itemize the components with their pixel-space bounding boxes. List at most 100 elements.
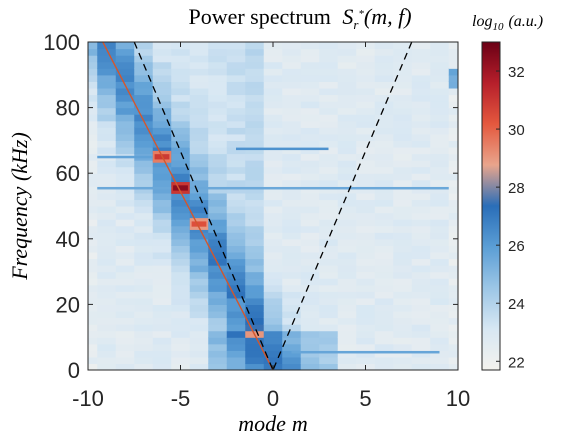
- heatmap-cell: [115, 206, 135, 214]
- heatmap-cell: [411, 107, 431, 115]
- heatmap-cell: [171, 225, 191, 233]
- heatmap-cell: [430, 251, 450, 260]
- heatmap-cell: [393, 278, 413, 286]
- heatmap-cell: [97, 330, 117, 338]
- heatmap-cell: [208, 42, 228, 50]
- heatmap-cell: [411, 245, 431, 253]
- heatmap-cell: [263, 81, 283, 89]
- heatmap-cell: [88, 55, 98, 63]
- heatmap-cell: [226, 55, 246, 63]
- heatmap-cell: [263, 55, 283, 63]
- heatmap-cell: [430, 94, 450, 102]
- heatmap-cell: [374, 192, 394, 201]
- heatmap-cell: [171, 74, 191, 82]
- heatmap-cell: [171, 107, 191, 115]
- heatmap-cell: [337, 310, 357, 319]
- heatmap-cell: [226, 199, 246, 207]
- heatmap-cell: [393, 337, 413, 345]
- heatmap-cell: [226, 160, 246, 168]
- heatmap-cell: [356, 297, 376, 305]
- heatmap-cell: [115, 330, 135, 338]
- heatmap-cell: [411, 127, 431, 135]
- heatmap-cell: [282, 87, 302, 96]
- heatmap-cell: [208, 140, 228, 148]
- heatmap-cell: [356, 120, 376, 128]
- heatmap-cell: [189, 120, 209, 128]
- heatmap-cell: [97, 206, 117, 214]
- heatmap-cell: [134, 251, 154, 260]
- heatmap-cell: [226, 337, 246, 345]
- heatmap-cell: [263, 317, 283, 325]
- heatmap-cell: [374, 350, 394, 358]
- heatmap-cell: [189, 173, 209, 181]
- heatmap-cell: [356, 74, 376, 82]
- heatmap-cell: [356, 87, 376, 96]
- heatmap-cell: [430, 173, 450, 181]
- heatmap-cell: [263, 330, 283, 338]
- heatmap-cell: [226, 317, 246, 325]
- heatmap-cell: [171, 68, 191, 76]
- heatmap-cell: [88, 68, 98, 76]
- heatmap-cell: [411, 232, 431, 240]
- heatmap-cell: [393, 258, 413, 266]
- heatmap-cell: [411, 114, 431, 122]
- heatmap-cell: [356, 127, 376, 135]
- heatmap-cell: [97, 146, 117, 155]
- heatmap-cell: [115, 238, 135, 246]
- heatmap-cell: [337, 199, 357, 207]
- heatmap-cell: [97, 68, 117, 76]
- heatmap-cell: [245, 186, 265, 194]
- heatmap-cell: [152, 310, 172, 319]
- heatmap-cell: [171, 140, 191, 148]
- heatmap-cell: [411, 258, 431, 266]
- heatmap-cell: [115, 297, 135, 305]
- heatmap-cell: [97, 101, 117, 109]
- heatmap-cell: [282, 225, 302, 233]
- heatmap-cell: [208, 173, 228, 181]
- heatmap-cell: [189, 324, 209, 332]
- heatmap-cell: [319, 74, 339, 82]
- heatmap-cell: [134, 140, 154, 148]
- heatmap-cell: [356, 330, 376, 338]
- heatmap-cell: [430, 114, 450, 122]
- heatmap-cell: [300, 87, 320, 96]
- heatmap-cell: [430, 127, 450, 135]
- heatmap-cell: [134, 297, 154, 305]
- heatmap-cell: [263, 94, 283, 102]
- heatmap-cell: [393, 179, 413, 187]
- heatmap-cell: [374, 140, 394, 148]
- heatmap-cell: [356, 146, 376, 155]
- heatmap-cell: [88, 206, 98, 214]
- heatmap-cell: [300, 251, 320, 260]
- heatmap-cell: [374, 337, 394, 345]
- heatmap-cell: [337, 324, 357, 332]
- heatmap-cell: [448, 74, 458, 82]
- heatmap-cell: [263, 120, 283, 128]
- heatmap-cell: [448, 258, 458, 266]
- heatmap-cell: [374, 179, 394, 187]
- heatmap-cell: [430, 284, 450, 292]
- heatmap-cell: [337, 120, 357, 128]
- heatmap-cell: [88, 87, 98, 96]
- heatmap-cell: [171, 337, 191, 345]
- heatmap-cell: [430, 186, 450, 194]
- heatmap-cell: [430, 199, 450, 207]
- heatmap-cell: [356, 186, 376, 194]
- heatmap-cell: [300, 265, 320, 273]
- heatmap-cell: [356, 140, 376, 148]
- heatmap-cell: [448, 219, 458, 227]
- y-tick-label: 100: [43, 30, 80, 55]
- heatmap-cell: [245, 350, 265, 358]
- heatmap-cell: [282, 212, 302, 220]
- heatmap-cell: [374, 284, 394, 292]
- heatmap-cell: [300, 199, 320, 207]
- heatmap-cell: [337, 173, 357, 181]
- heatmap-cell: [208, 146, 228, 155]
- heatmap-cell: [430, 81, 450, 89]
- heatmap-cell: [245, 278, 265, 286]
- heatmap-cell: [171, 94, 191, 102]
- heatmap-cell: [208, 81, 228, 89]
- heatmap-cell: [282, 120, 302, 128]
- heatmap-cell: [208, 356, 228, 365]
- heatmap-cell: [245, 101, 265, 109]
